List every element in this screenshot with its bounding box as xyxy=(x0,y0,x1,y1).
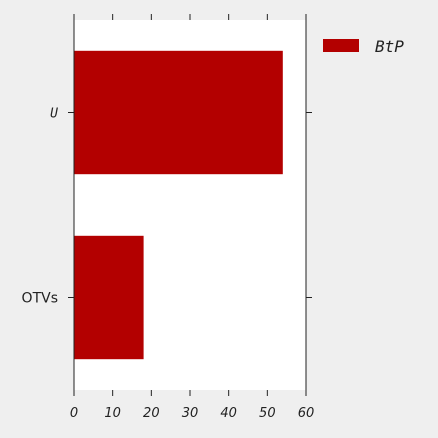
x-tick-label: 0 xyxy=(70,406,78,421)
y-ticks-group: U OTVs xyxy=(22,107,312,307)
axes-group xyxy=(73,20,307,390)
legend: BtP xyxy=(323,37,404,56)
x-tick-label: 40 xyxy=(220,406,237,421)
legend-label: BtP xyxy=(375,37,404,56)
bar-otvs xyxy=(74,235,144,360)
y-tick-label: U xyxy=(50,107,58,122)
legend-swatch xyxy=(323,39,359,52)
x-tick-label: 50 xyxy=(259,406,276,421)
x-tick-label: 10 xyxy=(104,406,121,421)
bars-group xyxy=(74,50,283,360)
x-tick-label: 60 xyxy=(298,406,315,421)
x-ticks-group: 0 10 20 30 40 50 60 xyxy=(70,14,314,421)
y-tick-label: OTVs xyxy=(22,291,58,307)
x-tick-label: 20 xyxy=(143,406,160,421)
x-tick-label: 30 xyxy=(182,406,199,421)
bar-u xyxy=(74,50,283,175)
